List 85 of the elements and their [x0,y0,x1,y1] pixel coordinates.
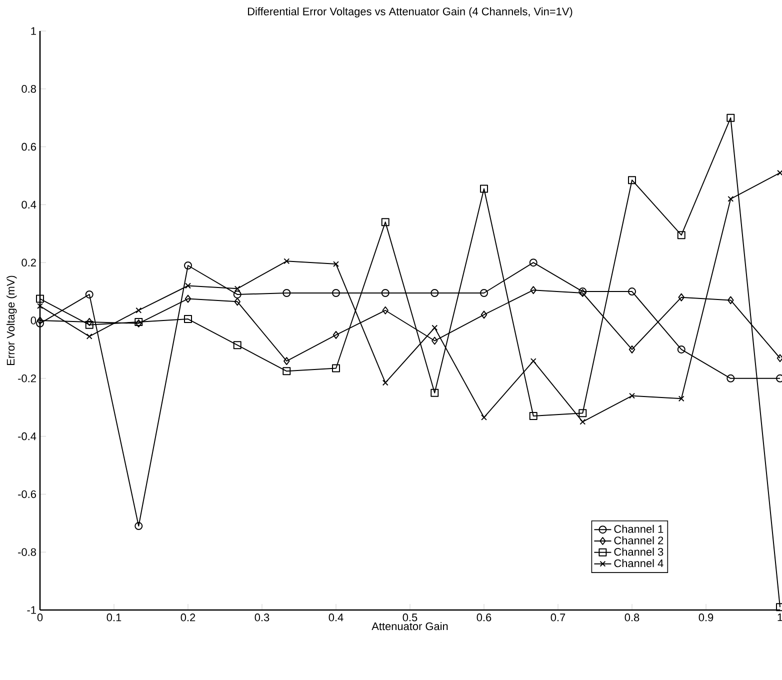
point [530,286,536,294]
y-tick-label: 0.8 [22,85,36,93]
x-tick-label: 0.8 [624,614,640,622]
y-tick-label: 0.2 [22,258,36,266]
y-tick-label: 0 [30,316,36,324]
point [629,392,635,399]
legend-label: Channel 2 [614,536,664,544]
point [480,310,488,319]
y-tick-label: -0.6 [18,490,36,498]
point [85,320,94,329]
x-tick-label: 0.7 [550,614,566,622]
x-tick-label: 0 [37,614,43,622]
point [37,303,43,309]
chart-title: Differential Error Voltages vs Attenuator Gain (4 Channels, Vin=1V) [248,7,572,18]
point [530,358,536,364]
y-tick-label: -0.4 [18,432,36,440]
point [529,258,538,267]
x-tick-label: 0.5 [402,614,418,622]
point [430,288,439,297]
point [36,316,44,324]
point [284,357,290,366]
point [728,196,734,202]
point [432,324,438,331]
point [86,318,92,326]
point [333,261,339,268]
point [628,288,636,296]
x-axis-title: Attenuator Gain [372,622,448,630]
point [36,294,44,303]
point [86,333,92,340]
point [382,306,388,314]
point [628,345,636,354]
point [728,296,734,304]
point [529,412,538,420]
point [332,330,340,339]
y-tick-label: -1 [27,606,36,614]
x-tick-label: 0.1 [106,614,122,622]
y-axis-title: Error Voltage (mV) [6,276,17,365]
x-tick-label: 0.9 [698,614,714,622]
point [332,288,340,297]
point [85,290,94,298]
point [36,319,44,328]
point [480,288,488,297]
point [185,282,191,289]
point [432,336,438,345]
point [332,364,340,372]
legend-label: Channel 3 [614,548,664,556]
point [381,288,390,297]
point [580,418,586,425]
point [777,170,782,176]
point [726,114,735,122]
x-tick-label: 0.2 [180,614,196,622]
x-tick-label: 0.6 [476,614,492,622]
x-tick-label: 0.4 [328,614,344,622]
point [282,367,291,376]
point [677,231,686,240]
point [480,184,488,193]
point [578,409,587,418]
y-tick-label: -0.2 [18,374,36,382]
point [430,388,439,397]
point [234,298,240,306]
point [481,414,487,420]
point [234,286,240,292]
y-tick-label: -0.8 [18,548,36,556]
point [678,396,684,402]
point [382,380,388,386]
point [233,341,242,350]
point [282,288,291,297]
y-tick-label: 1 [31,27,36,35]
legend-label: Channel 1 [614,524,664,533]
point [726,374,735,382]
point [184,294,192,303]
point [184,315,192,324]
point [628,176,636,184]
point [134,522,143,530]
y-tick-label: 0.4 [22,200,36,209]
x-tick-label: 0.3 [254,614,270,622]
point [381,218,390,226]
point [677,345,686,354]
y-tick-label: 0.6 [22,142,36,151]
point [284,258,290,264]
point [136,307,142,314]
point [233,290,242,298]
point [678,293,684,302]
legend-label: Channel 4 [614,559,664,568]
point [184,261,192,270]
